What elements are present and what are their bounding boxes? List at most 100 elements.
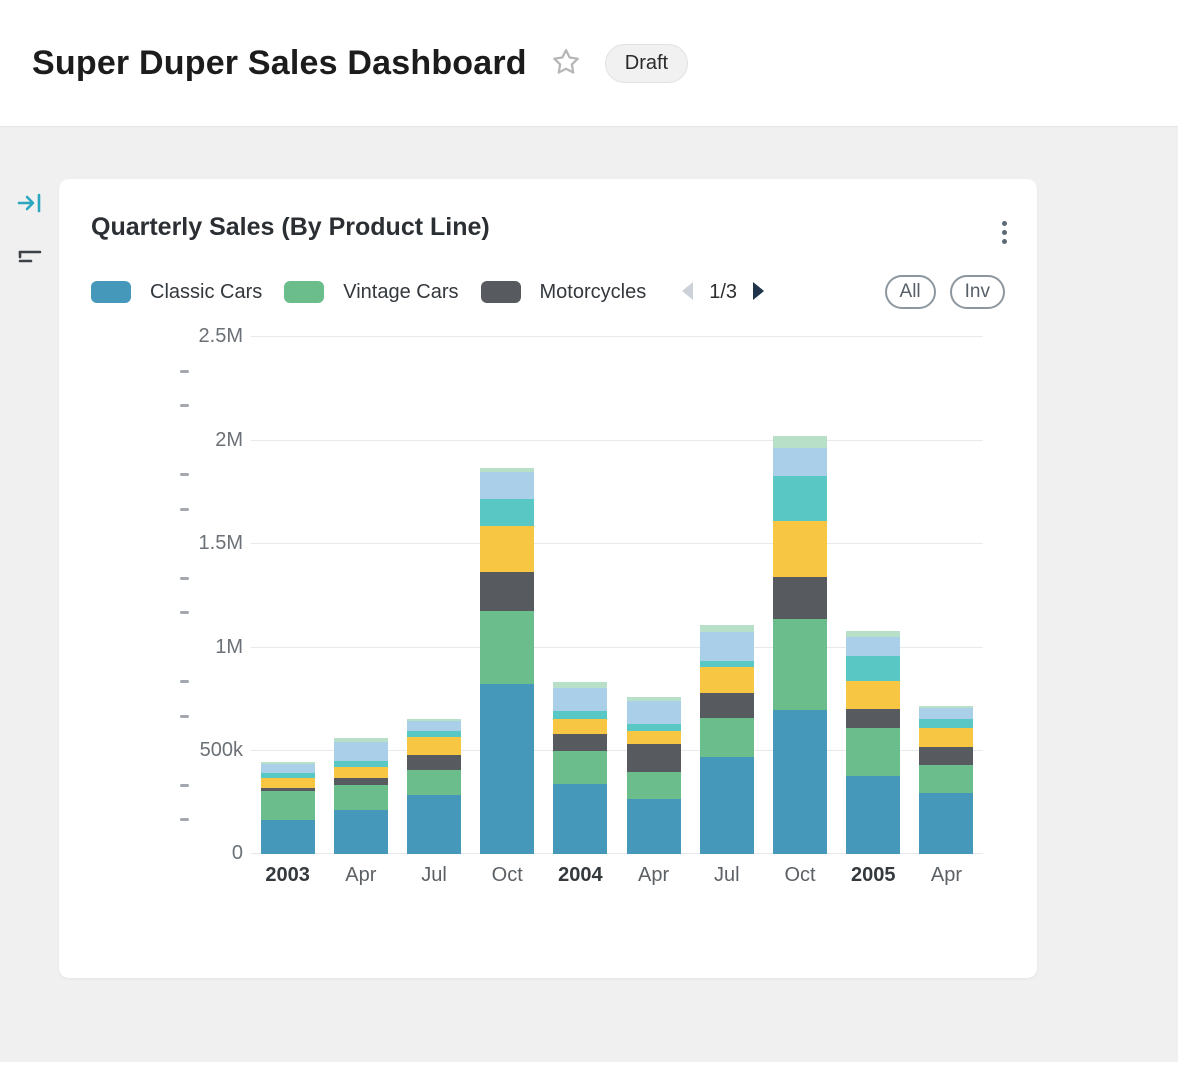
horizontal-scrollbar-track[interactable] bbox=[0, 1062, 1178, 1074]
bar-segment-unlabeled-light-blue[interactable] bbox=[260, 764, 315, 773]
bar-segment-unlabeled-pale-green[interactable] bbox=[773, 436, 828, 448]
bar-segment-vintage-cars[interactable] bbox=[553, 751, 608, 784]
bar-segment-classic-cars[interactable] bbox=[626, 799, 681, 854]
y-axis-minor-tick bbox=[180, 818, 189, 821]
bar-segment-motorcycles[interactable] bbox=[553, 734, 608, 751]
bar-column[interactable] bbox=[763, 336, 836, 854]
bar-segment-unlabeled-pale-green[interactable] bbox=[260, 762, 315, 764]
bar-segment-unlabeled-yellow[interactable] bbox=[846, 681, 901, 709]
bar-segment-classic-cars[interactable] bbox=[846, 776, 901, 854]
bar-segment-unlabeled-light-blue[interactable] bbox=[626, 701, 681, 724]
bar-segment-unlabeled-light-blue[interactable] bbox=[919, 708, 974, 719]
bar-segment-unlabeled-teal[interactable] bbox=[407, 731, 461, 737]
bar-segment-classic-cars[interactable] bbox=[407, 795, 461, 854]
bar-segment-vintage-cars[interactable] bbox=[260, 791, 315, 820]
bar-segment-motorcycles[interactable] bbox=[919, 747, 974, 765]
bar-segment-vintage-cars[interactable] bbox=[919, 765, 974, 793]
bar-segment-unlabeled-pale-green[interactable] bbox=[626, 697, 681, 701]
bar-segment-motorcycles[interactable] bbox=[773, 577, 828, 619]
legend-prev-button[interactable] bbox=[680, 281, 694, 304]
bar-segment-unlabeled-teal[interactable] bbox=[919, 719, 974, 728]
legend-item-vintage-cars[interactable]: Vintage Cars bbox=[284, 281, 459, 304]
bar-column[interactable] bbox=[471, 336, 544, 854]
bar-segment-unlabeled-light-blue[interactable] bbox=[333, 742, 388, 761]
bar-segment-unlabeled-teal[interactable] bbox=[333, 761, 388, 767]
bar-segment-motorcycles[interactable] bbox=[699, 693, 754, 718]
bar-column[interactable] bbox=[910, 336, 983, 854]
bar-segment-unlabeled-pale-green[interactable] bbox=[407, 719, 461, 721]
bar-segment-motorcycles[interactable] bbox=[407, 755, 461, 770]
bar-segment-classic-cars[interactable] bbox=[480, 684, 535, 854]
bar-column[interactable] bbox=[617, 336, 690, 854]
y-axis-minor-tick bbox=[180, 577, 189, 580]
bar-segment-unlabeled-yellow[interactable] bbox=[553, 719, 608, 734]
bar-segment-unlabeled-yellow[interactable] bbox=[773, 521, 828, 577]
legend-swatch bbox=[284, 281, 325, 303]
bar-segment-motorcycles[interactable] bbox=[480, 572, 535, 611]
bar-segment-unlabeled-light-blue[interactable] bbox=[773, 448, 828, 476]
legend-next-button[interactable] bbox=[752, 281, 766, 304]
bar-segment-unlabeled-pale-green[interactable] bbox=[846, 631, 901, 637]
bar-segment-unlabeled-teal[interactable] bbox=[626, 724, 681, 731]
bar-segment-unlabeled-light-blue[interactable] bbox=[407, 721, 461, 731]
bar-segment-classic-cars[interactable] bbox=[919, 793, 974, 854]
bar-segment-vintage-cars[interactable] bbox=[407, 770, 461, 795]
bar-segment-unlabeled-light-blue[interactable] bbox=[699, 632, 754, 661]
all-button[interactable]: All bbox=[884, 275, 936, 309]
bar-segment-vintage-cars[interactable] bbox=[626, 772, 681, 799]
bar-segment-unlabeled-yellow[interactable] bbox=[407, 737, 461, 755]
bar-segment-unlabeled-yellow[interactable] bbox=[699, 667, 754, 693]
filter-button[interactable] bbox=[17, 246, 43, 271]
bar-segment-vintage-cars[interactable] bbox=[846, 728, 901, 776]
bar-segment-unlabeled-yellow[interactable] bbox=[260, 778, 315, 788]
legend-label: Motorcycles bbox=[539, 280, 647, 303]
legend-item-classic-cars[interactable]: Classic Cars bbox=[91, 281, 262, 304]
bar-segment-classic-cars[interactable] bbox=[773, 710, 828, 854]
bar-segment-unlabeled-yellow[interactable] bbox=[919, 728, 974, 747]
bar-column[interactable] bbox=[324, 336, 397, 854]
y-axis-minor-tick bbox=[180, 784, 189, 787]
bar-segment-classic-cars[interactable] bbox=[260, 820, 315, 854]
bar-segment-unlabeled-teal[interactable] bbox=[846, 656, 901, 681]
bar-segment-classic-cars[interactable] bbox=[333, 810, 388, 854]
bar-segment-motorcycles[interactable] bbox=[260, 788, 315, 791]
bar-column[interactable] bbox=[690, 336, 763, 854]
bar-segment-unlabeled-teal[interactable] bbox=[260, 773, 315, 778]
bar-segment-unlabeled-yellow[interactable] bbox=[480, 526, 535, 572]
bar-segment-unlabeled-pale-green[interactable] bbox=[553, 682, 608, 688]
bar-segment-vintage-cars[interactable] bbox=[480, 611, 535, 684]
inv-button[interactable]: Inv bbox=[949, 275, 1005, 309]
bar-segment-unlabeled-yellow[interactable] bbox=[333, 767, 388, 778]
bar-segment-motorcycles[interactable] bbox=[626, 744, 681, 772]
bar-segment-unlabeled-teal[interactable] bbox=[773, 476, 828, 521]
bar-segment-vintage-cars[interactable] bbox=[333, 785, 388, 810]
bar-segment-unlabeled-yellow[interactable] bbox=[626, 731, 681, 744]
bar-segment-vintage-cars[interactable] bbox=[773, 619, 828, 710]
bar-segment-motorcycles[interactable] bbox=[846, 709, 901, 728]
bar-segment-unlabeled-teal[interactable] bbox=[699, 661, 754, 667]
bar-segment-unlabeled-pale-green[interactable] bbox=[699, 625, 754, 632]
bar-segment-unlabeled-light-blue[interactable] bbox=[480, 472, 535, 499]
bar-segment-unlabeled-pale-green[interactable] bbox=[480, 468, 535, 472]
collapse-panel-button[interactable] bbox=[17, 191, 43, 218]
bar-segment-vintage-cars[interactable] bbox=[699, 718, 754, 757]
bar-segment-unlabeled-pale-green[interactable] bbox=[919, 706, 974, 708]
bar-segment-unlabeled-teal[interactable] bbox=[480, 499, 535, 526]
bar-segment-unlabeled-teal[interactable] bbox=[553, 711, 608, 719]
card-title: Quarterly Sales (By Product Line) bbox=[91, 213, 490, 241]
bar-column[interactable] bbox=[251, 336, 324, 854]
bar-segment-classic-cars[interactable] bbox=[699, 757, 754, 854]
bar-segment-unlabeled-light-blue[interactable] bbox=[846, 637, 901, 656]
legend-swatch bbox=[91, 281, 131, 303]
card-menu-button[interactable] bbox=[998, 217, 1011, 248]
bar-column[interactable] bbox=[544, 336, 617, 854]
bar-segment-unlabeled-pale-green[interactable] bbox=[333, 738, 388, 742]
bar-column[interactable] bbox=[837, 336, 910, 854]
legend-item-motorcycles[interactable]: Motorcycles bbox=[480, 280, 647, 304]
bar-segment-classic-cars[interactable] bbox=[553, 784, 608, 854]
favorite-button[interactable] bbox=[551, 47, 581, 80]
bar-segment-unlabeled-light-blue[interactable] bbox=[553, 688, 608, 711]
x-axis-label: 2004 bbox=[558, 864, 603, 886]
bar-segment-motorcycles[interactable] bbox=[333, 778, 388, 785]
bar-column[interactable] bbox=[397, 336, 470, 854]
